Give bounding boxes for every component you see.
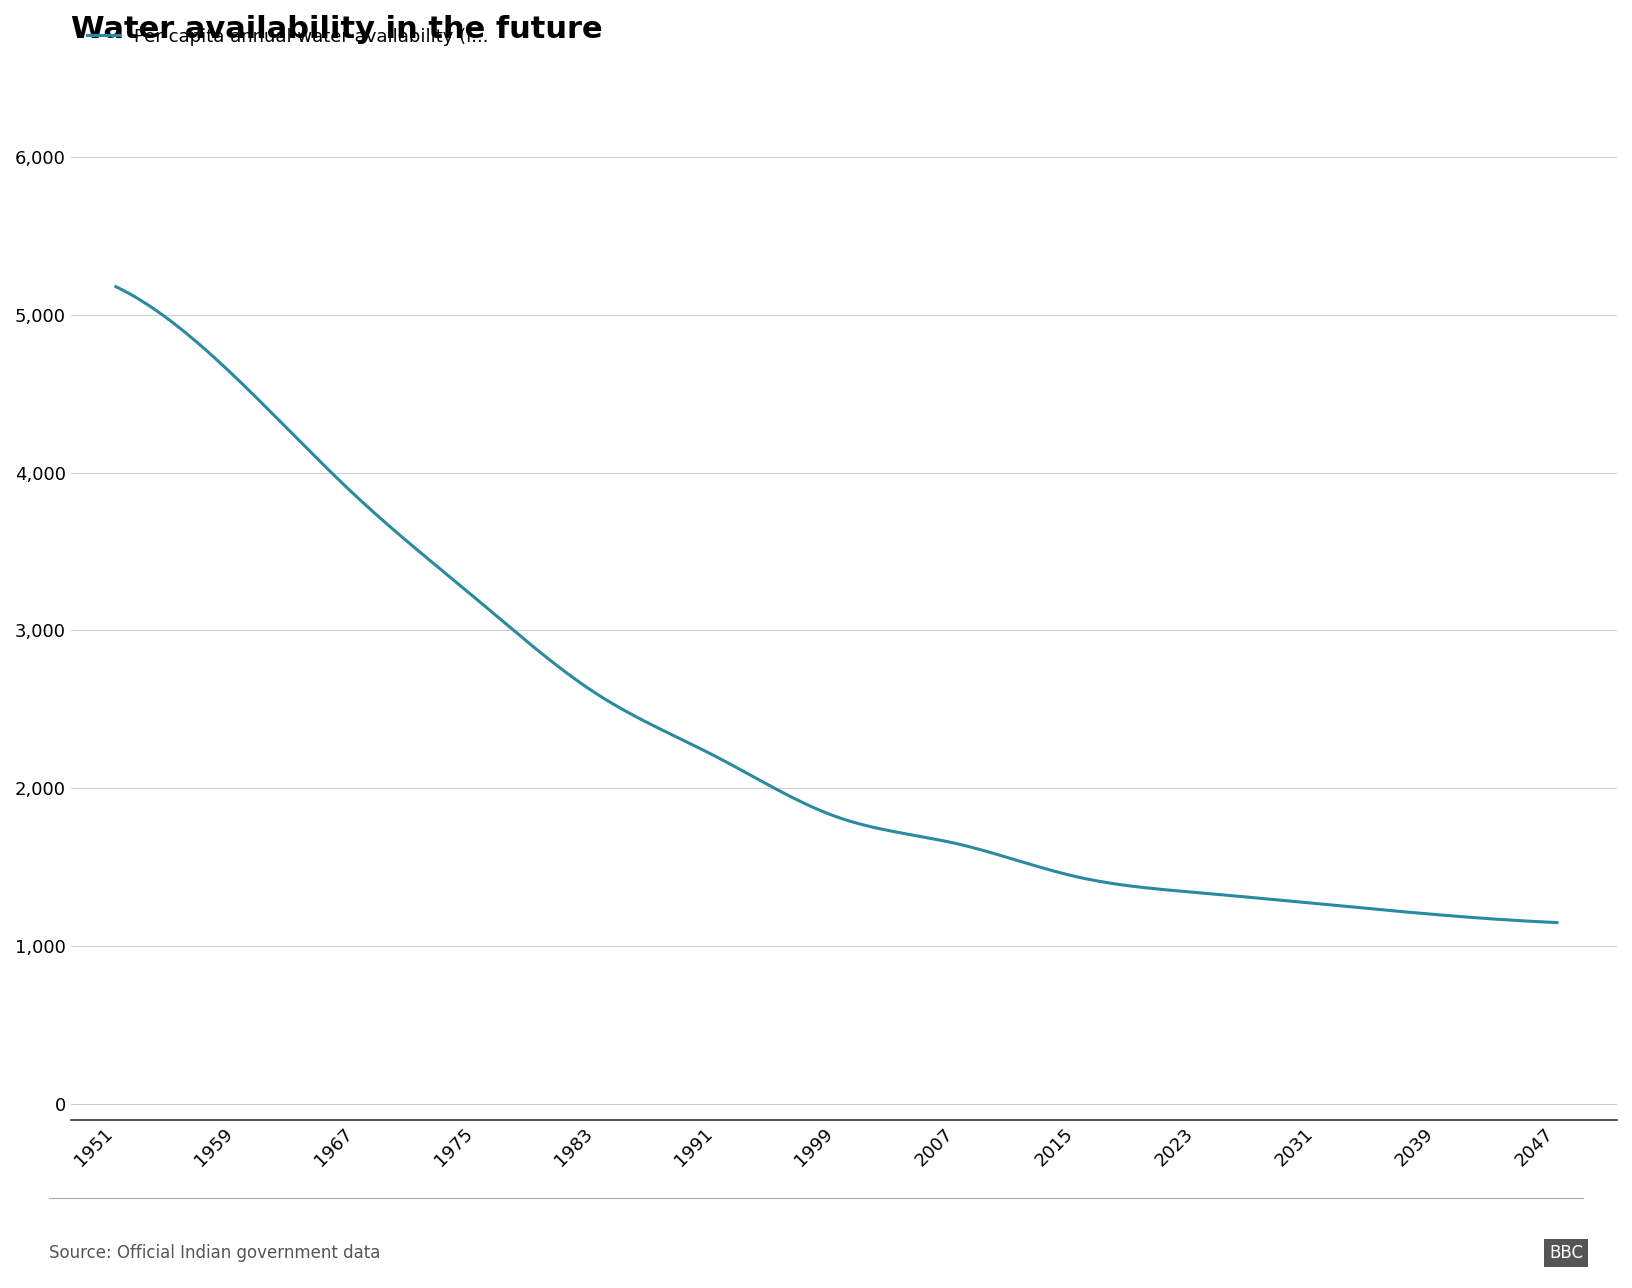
Text: BBC: BBC [1549,1244,1583,1262]
Per capita annual water availability (i... [790,793,809,809]
Legend: Per capita annual water availability (i...: Per capita annual water availability (i.… [80,21,496,53]
Per capita annual water availability (i... [1513,913,1532,929]
Per capita annual water availability (i... [1288,894,1307,909]
Per capita annual water availability (i... [1547,914,1567,930]
Line: Per capita annual water availability (i...: Per capita annual water availability (i.… [116,287,1557,922]
Per capita annual water availability (i... [965,840,984,855]
Per capita annual water availability (i... [800,797,819,813]
Text: Source: Official Indian government data: Source: Official Indian government data [49,1244,380,1262]
Text: Water availability in the future: Water availability in the future [70,15,602,44]
Per capita annual water availability (i... [106,279,126,295]
Per capita annual water availability (i... [886,824,906,840]
